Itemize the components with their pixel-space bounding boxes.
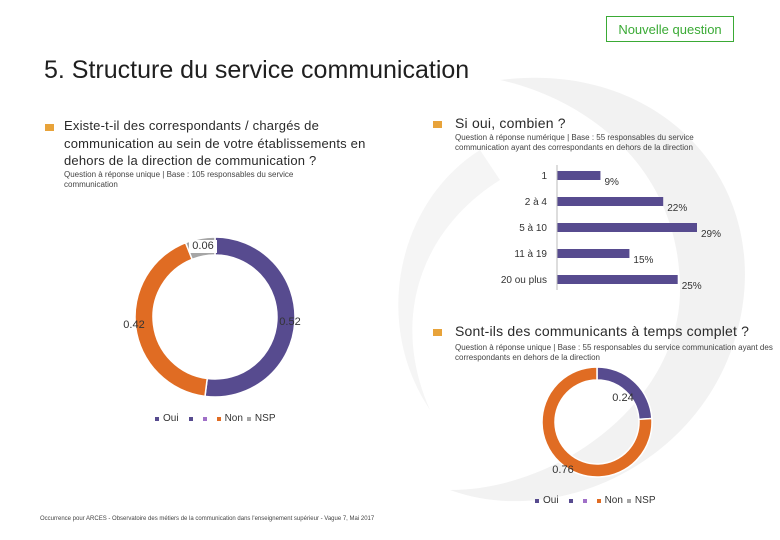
bar-value-label: 25% [682,281,702,292]
legend-swatch-mark [582,498,587,503]
bottom-right-question: Sont-ils des communicants à temps comple… [455,323,750,339]
data-label-bg [189,240,217,253]
legend-label-nsp: NSP [634,495,656,506]
donut-chart-1: 0.52 0.42 0.06 [123,236,301,398]
footer-source: Occurrence pour ARCES - Observatoire des… [40,516,375,522]
legend-swatch-non [216,416,221,421]
bullet-icon [433,329,442,336]
data-label-oui: 0.52 [279,316,300,328]
legend-swatch-mark [202,416,207,421]
legend-label-oui: Oui [543,495,559,506]
legend-swatch-oui [535,498,539,503]
legend-label-non: Non [604,495,623,506]
bar [557,171,601,180]
data-label-non: 0.76 [552,464,573,476]
bar [557,275,678,284]
bottom-right-note: Question à réponse unique | Base : 55 re… [455,343,773,363]
legend-label-non: Non [224,413,243,424]
donut-slice-oui [204,236,296,398]
legend-1: Oui Non NSP [155,413,275,424]
donut-slice-non [134,241,209,398]
data-label-oui: 0.24 [612,392,633,404]
bar [557,249,630,258]
bar [557,223,697,232]
bar-value-label: 29% [701,229,721,240]
legend-swatch-mark [188,416,193,421]
bar-category-label: 5 à 10 [519,223,547,234]
new-question-button[interactable]: Nouvelle question [606,16,734,42]
bar-value-label: 22% [667,203,687,214]
top-right-note: Question à réponse numérique | Base : 55… [455,133,694,153]
legend-swatch-mark [568,498,573,503]
bar-category-label: 20 ou plus [501,275,547,286]
bar-chart: 1 9% 2 à 4 22% 5 à 10 29% 11 à 19 15% 20 ou plus… [501,165,721,292]
page-title: 5. Structure du service communication [44,56,470,84]
legend-label-oui: Oui [163,413,179,424]
donut-chart-2: 0.24 0.76 [541,366,653,478]
legend-swatch-nsp [626,498,631,503]
legend-label-nsp: NSP [254,413,276,424]
left-note: Question à réponse unique | Base : 105 r… [64,170,294,190]
donut-slice-non [541,366,653,478]
bar-category-label: 1 [541,171,547,182]
bar-category-label: 2 à 4 [525,197,548,208]
bar-value-label: 9% [604,177,619,188]
legend-swatch-nsp [246,416,251,421]
legend-2: Oui Non NSP [535,495,655,506]
data-label-nsp: 0.06 [192,240,213,252]
top-right-question: Si oui, combien ? [455,115,566,131]
bar-category-label: 11 à 19 [514,249,547,260]
bullet-icon [45,124,54,131]
bullet-icon [433,121,442,128]
left-question: Existe-t-il des correspondants / chargés… [64,118,366,169]
bar-value-label: 15% [633,255,653,266]
data-label-non: 0.42 [123,319,144,331]
bar [557,197,664,206]
watermark-swirl [398,77,745,502]
legend-swatch-oui [155,416,159,421]
legend-swatch-non [596,498,601,503]
